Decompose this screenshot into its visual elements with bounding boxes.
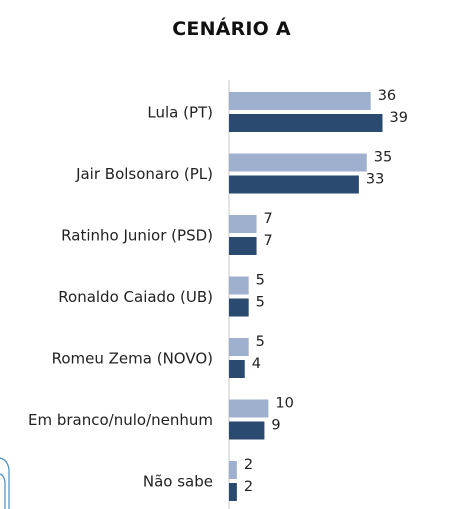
value-label-series-1-category-4: 5	[256, 334, 265, 350]
value-label-series-2-category-2: 7	[264, 233, 273, 249]
category-label-4: Romeu Zema (NOVO)	[52, 350, 213, 368]
value-label-series-2-category-5: 9	[271, 418, 280, 434]
value-label-series-2-category-3: 5	[256, 295, 265, 311]
bar-series-2-category-0	[229, 114, 383, 132]
category-label-1: Jair Bolsonaro (PL)	[75, 165, 213, 183]
bar-series-2-category-1	[229, 175, 359, 194]
bar-series-1-category-1	[229, 153, 367, 172]
bar-series-2-category-2	[229, 237, 257, 255]
value-label-series-2-category-4: 4	[252, 356, 261, 372]
bars-group	[229, 92, 383, 501]
value-label-series-1-category-2: 7	[264, 211, 273, 227]
bar-series-1-category-2	[229, 215, 257, 233]
bar-series-1-category-0	[229, 92, 371, 110]
value-label-series-2-category-0: 39	[390, 110, 408, 126]
chart-title: CENÁRIO A	[172, 18, 291, 40]
value-label-series-1-category-5: 10	[275, 396, 293, 412]
bar-series-2-category-3	[229, 298, 249, 317]
value-label-series-2-category-6: 2	[244, 479, 253, 495]
value-label-series-1-category-3: 5	[256, 273, 265, 289]
bar-series-1-category-6	[229, 461, 237, 479]
bar-series-1-category-3	[229, 276, 249, 295]
bar-series-2-category-5	[229, 421, 265, 440]
corner-decoration-stroke-inner	[0, 473, 6, 509]
category-label-2: Ratinho Junior (PSD)	[61, 227, 213, 245]
bar-series-2-category-6	[229, 483, 237, 501]
bar-series-1-category-5	[229, 399, 269, 418]
bar-series-2-category-4	[229, 360, 245, 378]
category-label-5: Em branco/nulo/nenhum	[28, 411, 213, 429]
corner-decoration	[0, 457, 10, 509]
value-label-series-1-category-0: 36	[378, 88, 396, 104]
value-label-series-1-category-6: 2	[244, 457, 253, 473]
labels-group: Lula (PT) 36 39 Jair Bolsonaro (PL) 35 33 Rati…	[28, 88, 408, 495]
corner-decoration-stroke	[0, 457, 10, 509]
value-label-series-2-category-1: 33	[366, 172, 384, 188]
category-label-3: Ronaldo Caiado (UB)	[58, 288, 213, 306]
category-label-0: Lula (PT)	[147, 104, 213, 122]
value-label-series-1-category-1: 35	[374, 150, 392, 166]
category-label-6: Não sabe	[143, 473, 213, 491]
bar-series-1-category-4	[229, 338, 249, 356]
